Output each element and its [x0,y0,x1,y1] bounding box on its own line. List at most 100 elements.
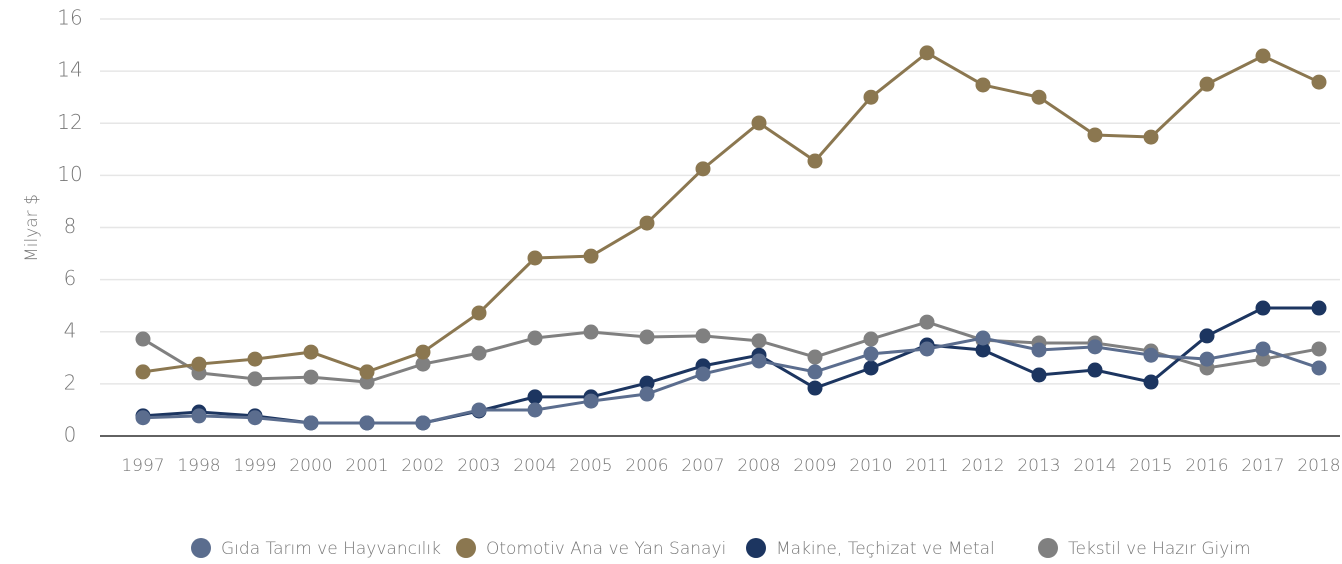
x-tick-label: 2011 [905,456,948,476]
data-point [1199,328,1215,344]
data-point [1199,76,1215,92]
data-point [807,380,823,396]
data-point [807,153,823,169]
data-point [359,415,375,431]
data-point [1143,347,1159,363]
data-point [1143,129,1159,145]
data-point [135,331,151,347]
y-tick-label: 8 [64,214,77,238]
data-point [1255,300,1271,316]
data-point [975,77,991,93]
data-point [751,333,767,349]
y-tick-label: 12 [57,110,82,134]
legend-marker [746,538,766,558]
data-point [471,345,487,361]
y-tick-label: 2 [64,370,77,394]
data-point [695,328,711,344]
data-point [1087,339,1103,355]
data-point [247,371,263,387]
x-tick-label: 2007 [681,456,724,476]
legend-label: Tekstil ve Hazır Giyim [1068,539,1251,559]
data-point [191,408,207,424]
data-point [1255,341,1271,357]
data-point [527,330,543,346]
data-point [1311,300,1327,316]
x-tick-label: 1998 [177,456,220,476]
data-point [1031,367,1047,383]
x-tick-label: 2002 [401,456,444,476]
data-point [471,402,487,418]
x-tick-label: 2009 [793,456,836,476]
data-point [1143,374,1159,390]
data-point [303,344,319,360]
data-point [751,353,767,369]
data-point [1255,48,1271,64]
data-point [1311,74,1327,90]
data-point [1199,351,1215,367]
y-axis-label: Milyar $ [22,194,42,262]
data-point [919,341,935,357]
data-point [863,89,879,105]
series-line [142,306,1319,425]
legend-marker [1038,538,1058,558]
data-point [1031,342,1047,358]
y-tick-label: 14 [57,58,82,82]
legend-label: Otomotiv Ana ve Yan Sanayi [486,539,726,559]
data-point [583,248,599,264]
data-point [415,415,431,431]
data-point [863,331,879,347]
data-point [639,386,655,402]
y-tick-label: 0 [64,423,77,447]
data-point [919,45,935,61]
data-point [415,344,431,360]
data-point [583,393,599,409]
x-tick-label: 2004 [513,456,556,476]
data-point [191,356,207,372]
data-point [695,366,711,382]
data-point [639,215,655,231]
x-tick-label: 2000 [289,456,332,476]
x-tick-label: 2014 [1073,456,1116,476]
y-tick-label: 4 [64,318,77,342]
x-tick-label: 2018 [1297,456,1340,476]
data-point [1311,360,1327,376]
x-tick-label: 2006 [625,456,668,476]
data-point [303,369,319,385]
data-point [1031,89,1047,105]
x-tick-label: 2010 [849,456,892,476]
legend-label: Makine, Teçhizat ve Metal [776,539,995,559]
y-tick-label: 10 [57,162,82,186]
data-point [303,415,319,431]
data-point [695,161,711,177]
data-point [807,364,823,380]
series-line [142,336,1320,425]
data-point [415,356,431,372]
data-point [359,364,375,380]
y-tick-label: 6 [64,266,77,290]
x-tick-label: 1997 [121,456,164,476]
data-point [471,305,487,321]
data-point [751,115,767,131]
series-line [142,320,1320,384]
data-point [247,351,263,367]
x-tick-label: 2003 [457,456,500,476]
data-point [135,364,151,380]
legend-marker [191,538,211,558]
data-point [975,342,991,358]
data-point [247,410,263,426]
data-point [975,330,991,346]
data-point [527,402,543,418]
data-point [583,324,599,340]
data-point [919,314,935,330]
data-point [527,250,543,266]
data-point [639,329,655,345]
x-tick-label: 2015 [1129,456,1172,476]
data-point [863,346,879,362]
data-point [639,375,655,391]
x-tick-label: 2013 [1017,456,1060,476]
legend-marker [456,538,476,558]
data-point [1087,362,1103,378]
data-point [135,410,151,426]
data-point [527,389,543,405]
